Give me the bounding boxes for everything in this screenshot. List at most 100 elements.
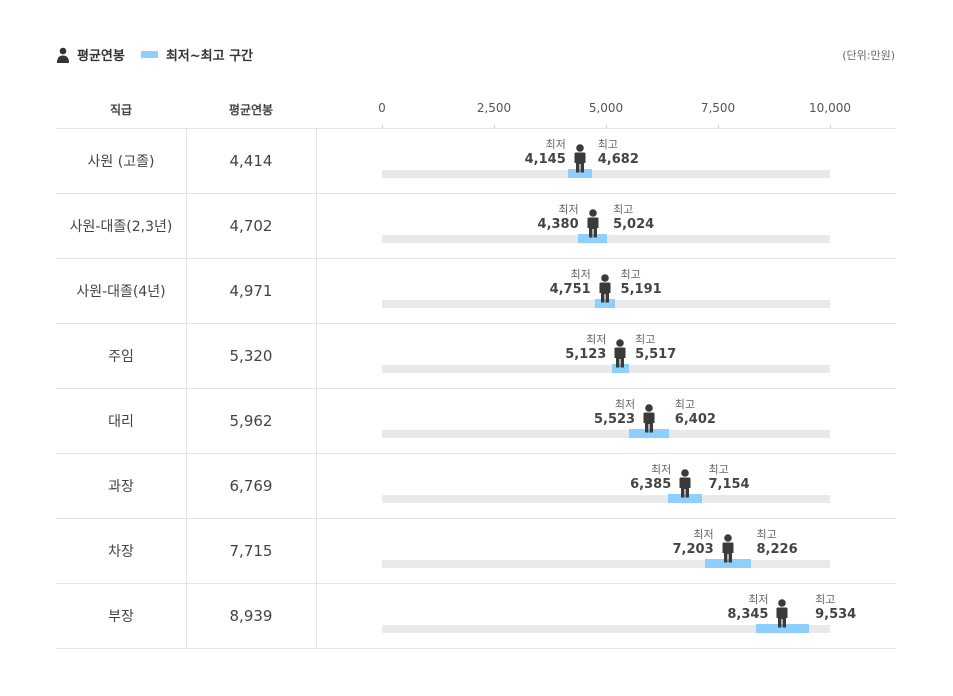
max-label: 최고 8,226 [757,529,798,556]
table-row: 주임 5,320 최저 5,123 최고 5,517 [56,323,896,389]
axis-tick-label: 7,500 [700,101,736,115]
rank-cell: 과장 [56,453,187,518]
person-icon [57,47,69,63]
min-value: 4,145 [524,152,566,167]
table-row: 사원-대졸(2,3년) 4,702 최저 4,380 최고 5,024 [56,193,896,259]
range-track [382,495,830,503]
range-track [382,625,830,633]
min-caption: 최저 [651,463,672,476]
range-bar [755,624,810,633]
rank-cell: 대리 [56,388,187,453]
min-caption: 최저 [693,528,714,541]
min-label: 최저 4,751 [550,269,591,296]
avg-salary-cell: 7,715 [186,518,317,583]
range-bar [668,494,703,503]
table-row: 과장 6,769 최저 6,385 최고 7,154 [56,453,896,519]
range-bar [629,429,669,438]
max-caption: 최고 [815,593,836,606]
table-row: 사원 (고졸) 4,414 최저 4,145 최고 4,682 [56,128,896,194]
avg-person-marker [597,274,613,303]
max-caption: 최고 [597,138,618,151]
axis-tick-mark [830,125,831,128]
range-track [382,430,830,438]
max-label: 최고 9,534 [815,594,856,621]
table-row: 대리 5,962 최저 5,523 최고 6,402 [56,388,896,454]
min-caption: 최저 [586,333,607,346]
legend-avg-label: 평균연봉 [77,49,125,64]
rank-cell: 차장 [56,518,187,583]
avg-salary-cell: 4,414 [186,128,317,193]
min-value: 4,751 [549,282,591,297]
unit-label: (단위:만원) [842,49,895,62]
min-value: 4,380 [537,217,579,232]
avg-person-marker [720,534,736,563]
axis-tick-label: 0 [378,101,386,115]
axis-tick-mark [718,125,719,128]
legend: 평균연봉 최저~최고 구간 [56,45,253,64]
table-row: 부장 8,939 최저 8,345 최고 9,534 [56,583,896,649]
min-value: 5,523 [593,412,636,427]
min-caption: 최저 [614,398,636,411]
min-label: 최저 5,123 [565,334,606,361]
min-value: 6,385 [630,477,672,492]
range-track [382,365,830,373]
max-caption: 최고 [620,268,641,281]
header-rank: 직급 [109,103,133,117]
max-label: 최고 5,191 [621,269,662,296]
min-label: 최저 5,523 [594,399,635,426]
max-value: 5,024 [613,217,655,232]
min-caption: 최저 [545,138,566,151]
min-caption: 최저 [558,203,579,216]
axis-tick-mark [382,125,383,128]
min-value: 7,203 [672,542,714,557]
max-label: 최고 5,024 [613,204,654,231]
min-value: 8,345 [727,607,769,622]
axis-tick-mark [606,125,607,128]
avg-person-marker [572,144,588,173]
min-label: 최저 4,380 [538,204,579,231]
rank-cell: 사원 (고졸) [56,128,187,193]
max-value: 8,226 [756,542,798,557]
header-avg: 평균연봉 [228,103,274,117]
avg-salary-cell: 8,939 [186,583,317,648]
min-label: 최저 4,145 [525,139,566,166]
rank-cell: 사원-대졸(4년) [56,258,187,323]
axis-tick-mark [494,125,495,128]
max-value: 5,517 [635,347,677,362]
max-caption: 최고 [708,463,729,476]
avg-salary-cell: 5,962 [186,388,317,453]
axis-tick-label: 10,000 [809,101,851,115]
rank-cell: 주임 [56,323,187,388]
range-bar [611,364,630,373]
max-label: 최고 6,402 [675,399,716,426]
avg-salary-cell: 5,320 [186,323,317,388]
max-value: 6,402 [674,412,716,427]
range-bar [594,299,615,308]
max-label: 최고 7,154 [708,464,749,491]
min-caption: 최저 [570,268,591,281]
rank-cell: 사원-대졸(2,3년) [56,193,187,258]
range-track [382,170,830,178]
range-bar [578,234,608,243]
max-label: 최고 4,682 [598,139,639,166]
table-row: 사원-대졸(4년) 4,971 최저 4,751 최고 5,191 [56,258,896,324]
min-label: 최저 8,345 [727,594,768,621]
avg-person-marker [677,469,693,498]
min-value: 5,123 [565,347,607,362]
range-track [382,560,830,568]
table-header: 직급 평균연봉 0 2,500 5,000 7,500 10,000 [56,96,896,129]
max-caption: 최고 [756,528,777,541]
max-caption: 최고 [635,333,656,346]
axis-tick-label: 2,500 [476,101,512,115]
range-bar [567,169,592,178]
avg-person-marker [641,404,657,433]
max-caption: 최고 [613,203,634,216]
avg-salary-cell: 4,971 [186,258,317,323]
max-label: 최고 5,517 [635,334,676,361]
max-value: 7,154 [708,477,750,492]
max-caption: 최고 [674,398,696,411]
legend-range-swatch [140,51,158,58]
table-row: 차장 7,715 최저 7,203 최고 8,226 [56,518,896,584]
avg-person-marker [612,339,628,368]
